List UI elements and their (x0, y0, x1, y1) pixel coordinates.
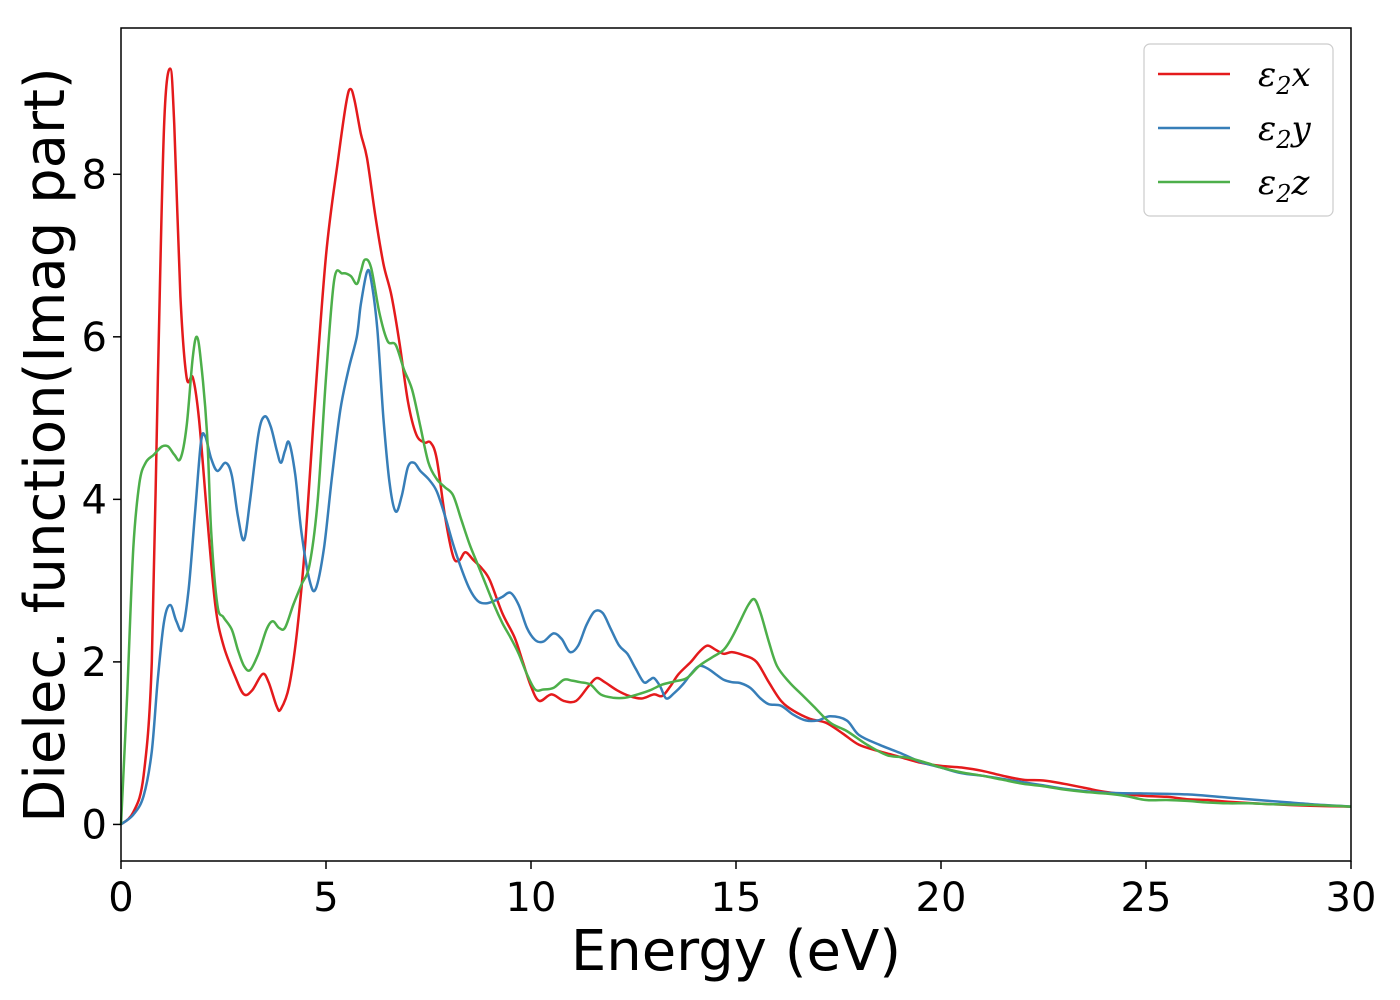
legend: ε2x ε2y ε2z (1143, 43, 1334, 217)
legend-box (1143, 43, 1334, 217)
y-axis-ticks: 0 2 4 6 8 (82, 152, 121, 848)
legend-label-x: ε2x (1258, 55, 1311, 100)
series-layer (119, 67, 1352, 826)
x-tick-label: 20 (916, 875, 967, 921)
y-axis-title: Dielec. function(Imag part) (13, 67, 78, 823)
x-tick-label: 15 (711, 875, 762, 921)
y-tick-label: 0 (82, 802, 107, 848)
y-tick-label: 4 (82, 477, 107, 523)
legend-label-z: ε2z (1258, 163, 1311, 208)
y-tick-label: 6 (82, 315, 107, 361)
series-line-y (120, 268, 1352, 826)
x-tick-label: 0 (108, 875, 133, 921)
legend-label-y: ε2y (1258, 109, 1312, 154)
x-tick-label: 5 (313, 875, 338, 921)
x-tick-label: 30 (1326, 875, 1377, 921)
y-tick-label: 2 (82, 640, 107, 686)
x-tick-label: 25 (1121, 875, 1172, 921)
x-axis-ticks: 0 5 10 15 20 25 30 (108, 861, 1376, 921)
series-line-z (119, 258, 1352, 825)
y-tick-label: 8 (82, 152, 107, 198)
x-axis-title: Energy (eV) (571, 919, 901, 984)
x-tick-label: 10 (506, 875, 557, 921)
